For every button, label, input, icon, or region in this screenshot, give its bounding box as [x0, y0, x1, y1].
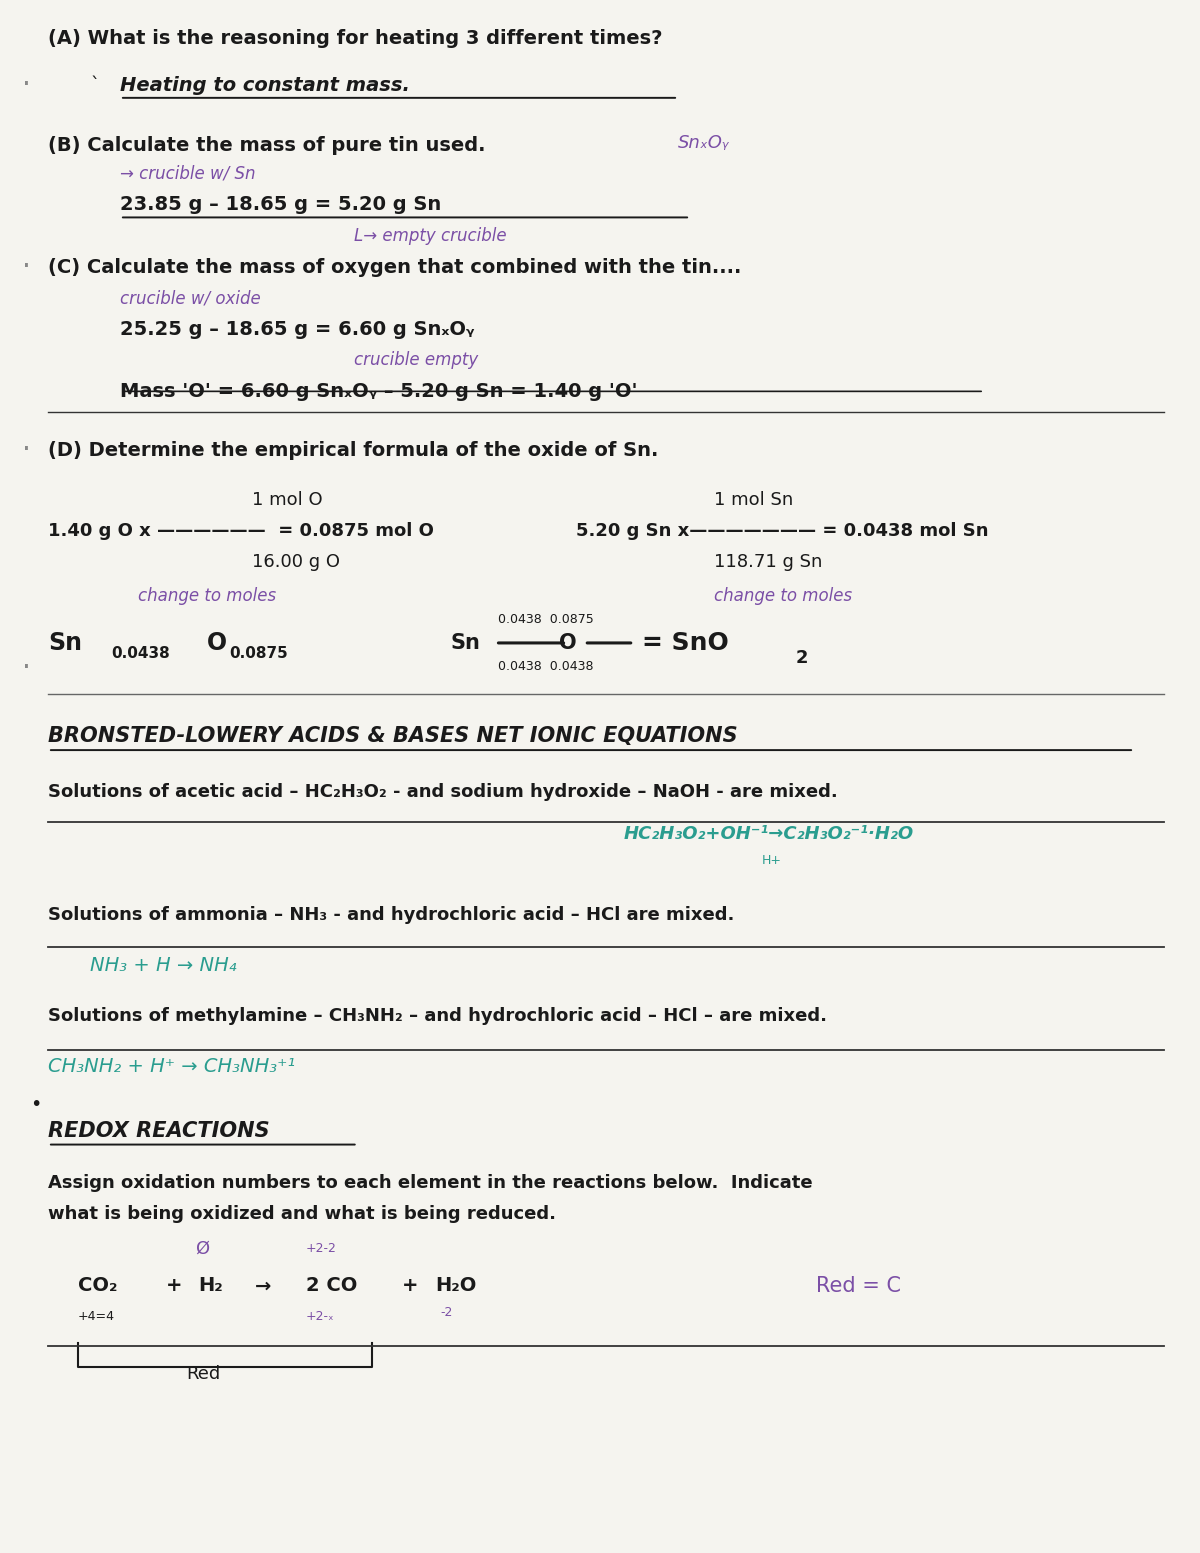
Text: 5.20 g Sn x——————— = 0.0438 mol Sn: 5.20 g Sn x——————— = 0.0438 mol Sn [576, 522, 989, 540]
Text: Assign oxidation numbers to each element in the reactions below.  Indicate: Assign oxidation numbers to each element… [48, 1174, 812, 1193]
Text: H₂O: H₂O [436, 1277, 476, 1295]
Text: +4=4: +4=4 [78, 1311, 115, 1323]
Text: +: + [402, 1277, 419, 1295]
Text: → crucible w/ Sn: → crucible w/ Sn [120, 165, 256, 183]
Text: = SnO: = SnO [642, 631, 728, 655]
Text: +: + [166, 1277, 182, 1295]
Text: +2-ₓ: +2-ₓ [306, 1311, 335, 1323]
Text: Solutions of acetic acid – HC₂H₃O₂ - and sodium hydroxide – NaOH - are mixed.: Solutions of acetic acid – HC₂H₃O₂ - and… [48, 783, 838, 801]
Text: •: • [30, 1095, 41, 1114]
Text: 118.71 g Sn: 118.71 g Sn [714, 553, 822, 572]
Text: (D) Determine the empirical formula of the oxide of Sn.: (D) Determine the empirical formula of t… [48, 441, 659, 460]
Text: 2: 2 [796, 649, 808, 668]
Text: 25.25 g – 18.65 g = 6.60 g SnₓOᵧ: 25.25 g – 18.65 g = 6.60 g SnₓOᵧ [120, 320, 474, 339]
Text: Solutions of ammonia – NH₃ - and hydrochloric acid – HCl are mixed.: Solutions of ammonia – NH₃ - and hydroch… [48, 905, 734, 924]
Text: what is being oxidized and what is being reduced.: what is being oxidized and what is being… [48, 1205, 556, 1224]
Text: NH₃ + H → NH₄: NH₃ + H → NH₄ [90, 957, 236, 975]
Text: →: → [254, 1277, 271, 1295]
Text: 0.0438  0.0438: 0.0438 0.0438 [498, 660, 594, 672]
Text: SnₓOᵧ: SnₓOᵧ [678, 134, 730, 152]
Text: O: O [559, 634, 577, 652]
Text: change to moles: change to moles [138, 587, 276, 606]
Text: change to moles: change to moles [714, 587, 852, 606]
Text: BRONSTED-LOWERY ACIDS & BASES NET IONIC EQUATIONS: BRONSTED-LOWERY ACIDS & BASES NET IONIC … [48, 727, 738, 745]
Text: CO₂: CO₂ [78, 1277, 118, 1295]
Text: REDOX REACTIONS: REDOX REACTIONS [48, 1121, 270, 1140]
Text: 2 CO: 2 CO [306, 1277, 358, 1295]
Text: -2: -2 [440, 1306, 452, 1318]
Text: crucible w/ oxide: crucible w/ oxide [120, 289, 260, 307]
Text: H₂: H₂ [198, 1277, 223, 1295]
Text: (B) Calculate the mass of pure tin used.: (B) Calculate the mass of pure tin used. [48, 137, 486, 155]
Text: ·: · [22, 71, 30, 99]
Text: 1 mol O: 1 mol O [252, 491, 323, 509]
Text: crucible empty: crucible empty [354, 351, 479, 370]
Text: Red: Red [186, 1365, 221, 1384]
Text: 1.40 g O x ——————  = 0.0875 mol O: 1.40 g O x —————— = 0.0875 mol O [48, 522, 434, 540]
Text: 16.00 g O: 16.00 g O [252, 553, 340, 572]
Text: Sn: Sn [48, 631, 82, 655]
Text: Heating to constant mass.: Heating to constant mass. [120, 76, 410, 95]
Text: ·: · [22, 436, 30, 464]
Text: Mass 'O' = 6.60 g SnₓOᵧ – 5.20 g Sn = 1.40 g 'O': Mass 'O' = 6.60 g SnₓOᵧ – 5.20 g Sn = 1.… [120, 382, 637, 401]
Text: H+: H+ [762, 854, 782, 867]
Text: (A) What is the reasoning for heating 3 different times?: (A) What is the reasoning for heating 3 … [48, 30, 662, 48]
Text: O: O [206, 631, 227, 655]
Text: CH₃NH₂ + H⁺ → CH₃NH₃⁺¹: CH₃NH₂ + H⁺ → CH₃NH₃⁺¹ [48, 1058, 295, 1076]
Text: Ø: Ø [196, 1239, 210, 1258]
Text: 23.85 g – 18.65 g = 5.20 g Sn: 23.85 g – 18.65 g = 5.20 g Sn [120, 196, 442, 214]
Text: `: ` [90, 76, 98, 95]
Text: ·: · [22, 654, 30, 682]
Text: Sn: Sn [450, 634, 480, 652]
Text: Solutions of methylamine – CH₃NH₂ – and hydrochloric acid – HCl – are mixed.: Solutions of methylamine – CH₃NH₂ – and … [48, 1006, 827, 1025]
Text: 0.0875: 0.0875 [229, 646, 288, 662]
Text: L→ empty crucible: L→ empty crucible [354, 227, 506, 245]
Text: 0.0438: 0.0438 [112, 646, 170, 662]
Text: ·: · [22, 253, 30, 281]
Text: +2-2: +2-2 [306, 1242, 337, 1255]
Text: (C) Calculate the mass of oxygen that combined with the tin....: (C) Calculate the mass of oxygen that co… [48, 258, 742, 276]
Text: HC₂H₃O₂+OH⁻¹→C₂H₃O₂⁻¹·H₂O: HC₂H₃O₂+OH⁻¹→C₂H₃O₂⁻¹·H₂O [624, 825, 914, 843]
Text: 1 mol Sn: 1 mol Sn [714, 491, 793, 509]
Text: Red = C: Red = C [816, 1277, 901, 1295]
Text: 0.0438  0.0875: 0.0438 0.0875 [498, 613, 594, 626]
